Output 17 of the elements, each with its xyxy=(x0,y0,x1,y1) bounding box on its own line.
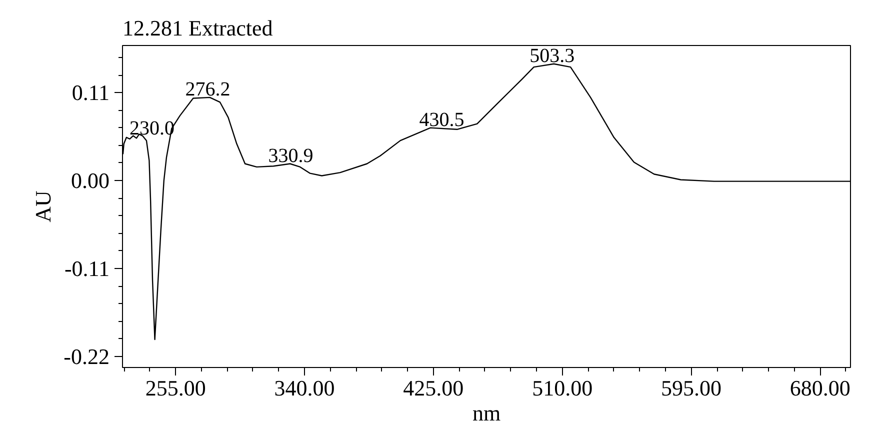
y-tick-label: 0.00 xyxy=(71,168,110,194)
annotation: 276.2 xyxy=(185,78,230,100)
y-tick-label: -0.11 xyxy=(64,256,110,281)
x-tick-label: 425.00 xyxy=(403,376,464,400)
x-tick-label: 510.00 xyxy=(532,376,593,400)
x-tick-label: 255.00 xyxy=(145,376,206,400)
x-tick-label: 680.00 xyxy=(790,376,850,400)
x-tick-label: 595.00 xyxy=(661,376,722,400)
annotation: 330.9 xyxy=(268,144,314,167)
annotation: 503.3 xyxy=(530,44,575,67)
annotation: 430.5 xyxy=(419,108,464,131)
y-tick-label: 0.11 xyxy=(72,80,110,106)
y-axis-title: AU xyxy=(30,190,56,222)
y-tick-label: -0.22 xyxy=(64,344,110,369)
x-tick-label: 340.00 xyxy=(274,376,335,400)
x-axis-title: nm xyxy=(472,400,501,426)
chart-title: 12.281 Extracted xyxy=(122,16,273,40)
